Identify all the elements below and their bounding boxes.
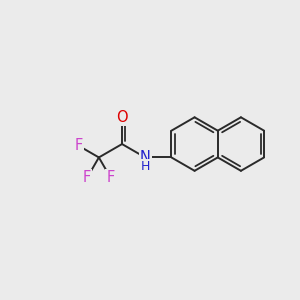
Text: F: F: [106, 170, 115, 185]
Text: F: F: [83, 170, 91, 185]
Text: N: N: [140, 150, 151, 165]
Text: O: O: [116, 110, 128, 125]
Text: F: F: [74, 138, 83, 153]
Text: H: H: [140, 160, 150, 173]
